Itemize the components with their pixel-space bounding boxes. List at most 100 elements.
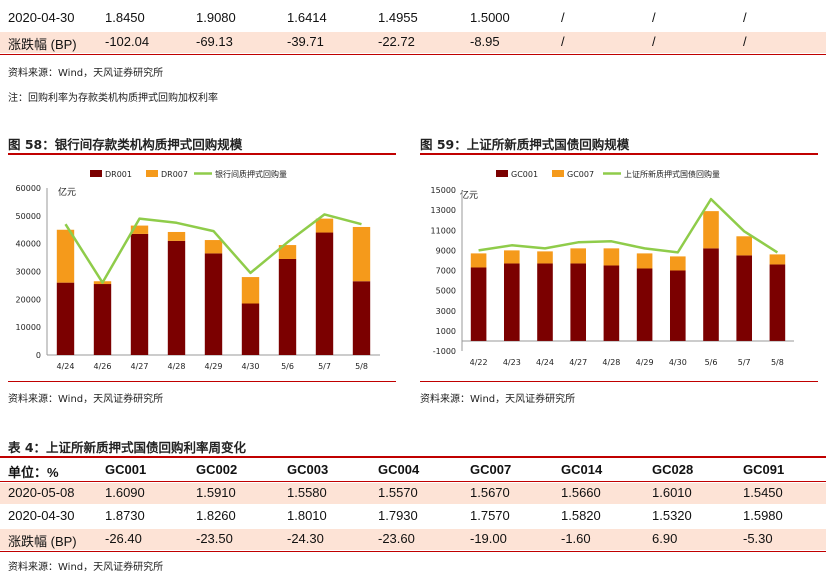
x-tick-label: 4/27: [131, 362, 149, 371]
x-tick-label: 4/22: [470, 358, 488, 367]
cell: 1.5570: [378, 485, 418, 500]
bar-gc001: [603, 265, 620, 341]
bar-gc001: [703, 248, 719, 341]
cell: 1.5000: [470, 10, 510, 25]
cell: -1.60: [561, 531, 591, 546]
bar-dr001: [56, 282, 75, 355]
bar-dr001: [130, 233, 149, 355]
cell: 1.7570: [470, 508, 510, 523]
table-4-row: 2020-05-08 1.6090 1.5910 1.5580 1.5570 1…: [0, 483, 826, 504]
source-note: 资料来源：Wind，天风证券研究所: [420, 394, 576, 405]
line-series-total: [64, 213, 362, 284]
cell: /: [743, 10, 747, 25]
line-series-total: [478, 197, 779, 254]
bar-gc001: [669, 270, 686, 341]
x-tick-label: 5/7: [738, 358, 751, 367]
bar-dr001: [167, 240, 186, 355]
row-label: 2020-04-30: [8, 10, 75, 25]
header-gc003: GC003: [287, 462, 329, 477]
cell: 1.5660: [561, 485, 601, 500]
table-4-title-rule: [0, 456, 826, 458]
legend-label: 上证所新质押式国债回购量: [624, 169, 720, 179]
cell: 1.9080: [196, 10, 236, 25]
cell: /: [743, 34, 747, 49]
y-tick-label: 15000: [431, 186, 456, 195]
cell: 1.4955: [378, 10, 418, 25]
bar-dr007: [278, 245, 297, 259]
cell: -24.30: [287, 531, 324, 546]
legend-label: GC001: [511, 170, 538, 179]
y-tick-label: -1000: [433, 347, 456, 356]
source-note: 资料来源：Wind，天风证券研究所: [8, 68, 164, 79]
y-tick-label: 40000: [16, 240, 41, 249]
table-4-bottom-rule: [0, 551, 826, 552]
bar-gc007: [703, 211, 719, 249]
bar-dr001: [204, 253, 223, 355]
figure-59-title-rule: [420, 153, 818, 155]
x-tick-label: 4/30: [669, 358, 687, 367]
cell: 1.8260: [196, 508, 236, 523]
bar-dr007: [56, 229, 75, 283]
source-note: 资料来源：Wind，天风证券研究所: [8, 394, 164, 405]
x-tick-label: 4/29: [205, 362, 223, 371]
header-unit: 单位：%: [8, 465, 59, 480]
bar-gc007: [570, 248, 587, 264]
bar-dr001: [241, 303, 260, 355]
bar-gc001: [736, 255, 753, 341]
table-4-row: 2020-04-30 1.8730 1.8260 1.8010 1.7930 1…: [0, 506, 826, 527]
table-4-title: 表 4：上证所新质押式国债回购利率周变化: [8, 440, 247, 455]
header-gc002: GC002: [196, 462, 238, 477]
cell: /: [652, 10, 656, 25]
table-4-header: 单位：% GC001 GC002 GC003 GC004 GC007 GC014…: [0, 460, 826, 481]
y-tick-label: 0: [36, 351, 41, 360]
cell: 1.6414: [287, 10, 327, 25]
cell: -26.40: [105, 531, 142, 546]
cell: -102.04: [105, 34, 150, 49]
cell: 1.6090: [105, 485, 145, 500]
legend-label: DR007: [161, 170, 188, 179]
row-label: 2020-05-08: [8, 485, 75, 500]
y-tick-label: 60000: [16, 184, 41, 193]
figure-58-title: 图 58：银行间存款类机构质押式回购规模: [8, 137, 243, 152]
legend-swatch-dr001: [90, 170, 102, 177]
top-table-row-1: 2020-04-30 1.8450 1.9080 1.6414 1.4955 1…: [0, 8, 826, 29]
bar-dr007: [204, 240, 223, 254]
cell: -22.72: [378, 34, 415, 49]
axis-unit-label: 亿元: [460, 189, 478, 201]
bar-gc001: [470, 267, 487, 341]
bar-gc007: [503, 250, 520, 264]
cell: -23.60: [378, 531, 415, 546]
bar-gc001: [503, 263, 520, 341]
figure-59-title: 图 59：上证所新质押式国债回购规模: [420, 137, 630, 152]
legend-label: 银行间质押式回购量: [215, 169, 287, 179]
x-tick-label: 5/7: [318, 362, 331, 371]
source-note: 资料来源：Wind，天风证券研究所: [8, 562, 164, 573]
x-tick-label: 5/8: [771, 358, 784, 367]
y-tick-label: 3000: [436, 307, 456, 316]
cell: 1.5320: [652, 508, 692, 523]
legend-swatch-gc001: [496, 170, 508, 177]
cell: -39.71: [287, 34, 324, 49]
y-tick-label: 13000: [431, 206, 456, 215]
bar-dr001: [352, 281, 371, 355]
legend-label: GC007: [567, 170, 594, 179]
cell: -8.95: [470, 34, 500, 49]
legend-swatch-gc007: [552, 170, 564, 177]
header-gc001: GC001: [105, 462, 147, 477]
x-tick-label: 5/6: [281, 362, 294, 371]
x-tick-label: 4/23: [503, 358, 521, 367]
cell: 1.5450: [743, 485, 783, 500]
row-label: 2020-04-30: [8, 508, 75, 523]
row-label: 涨跌幅 (BP): [8, 534, 77, 549]
header-gc091: GC091: [743, 462, 785, 477]
cell: 1.5910: [196, 485, 236, 500]
y-tick-label: 5000: [436, 287, 456, 296]
x-tick-label: 4/24: [536, 358, 554, 367]
bar-gc001: [570, 263, 587, 341]
table-4-header-rule: [0, 481, 826, 482]
bar-gc007: [603, 248, 620, 266]
x-tick-label: 4/30: [242, 362, 260, 371]
cell: -69.13: [196, 34, 233, 49]
